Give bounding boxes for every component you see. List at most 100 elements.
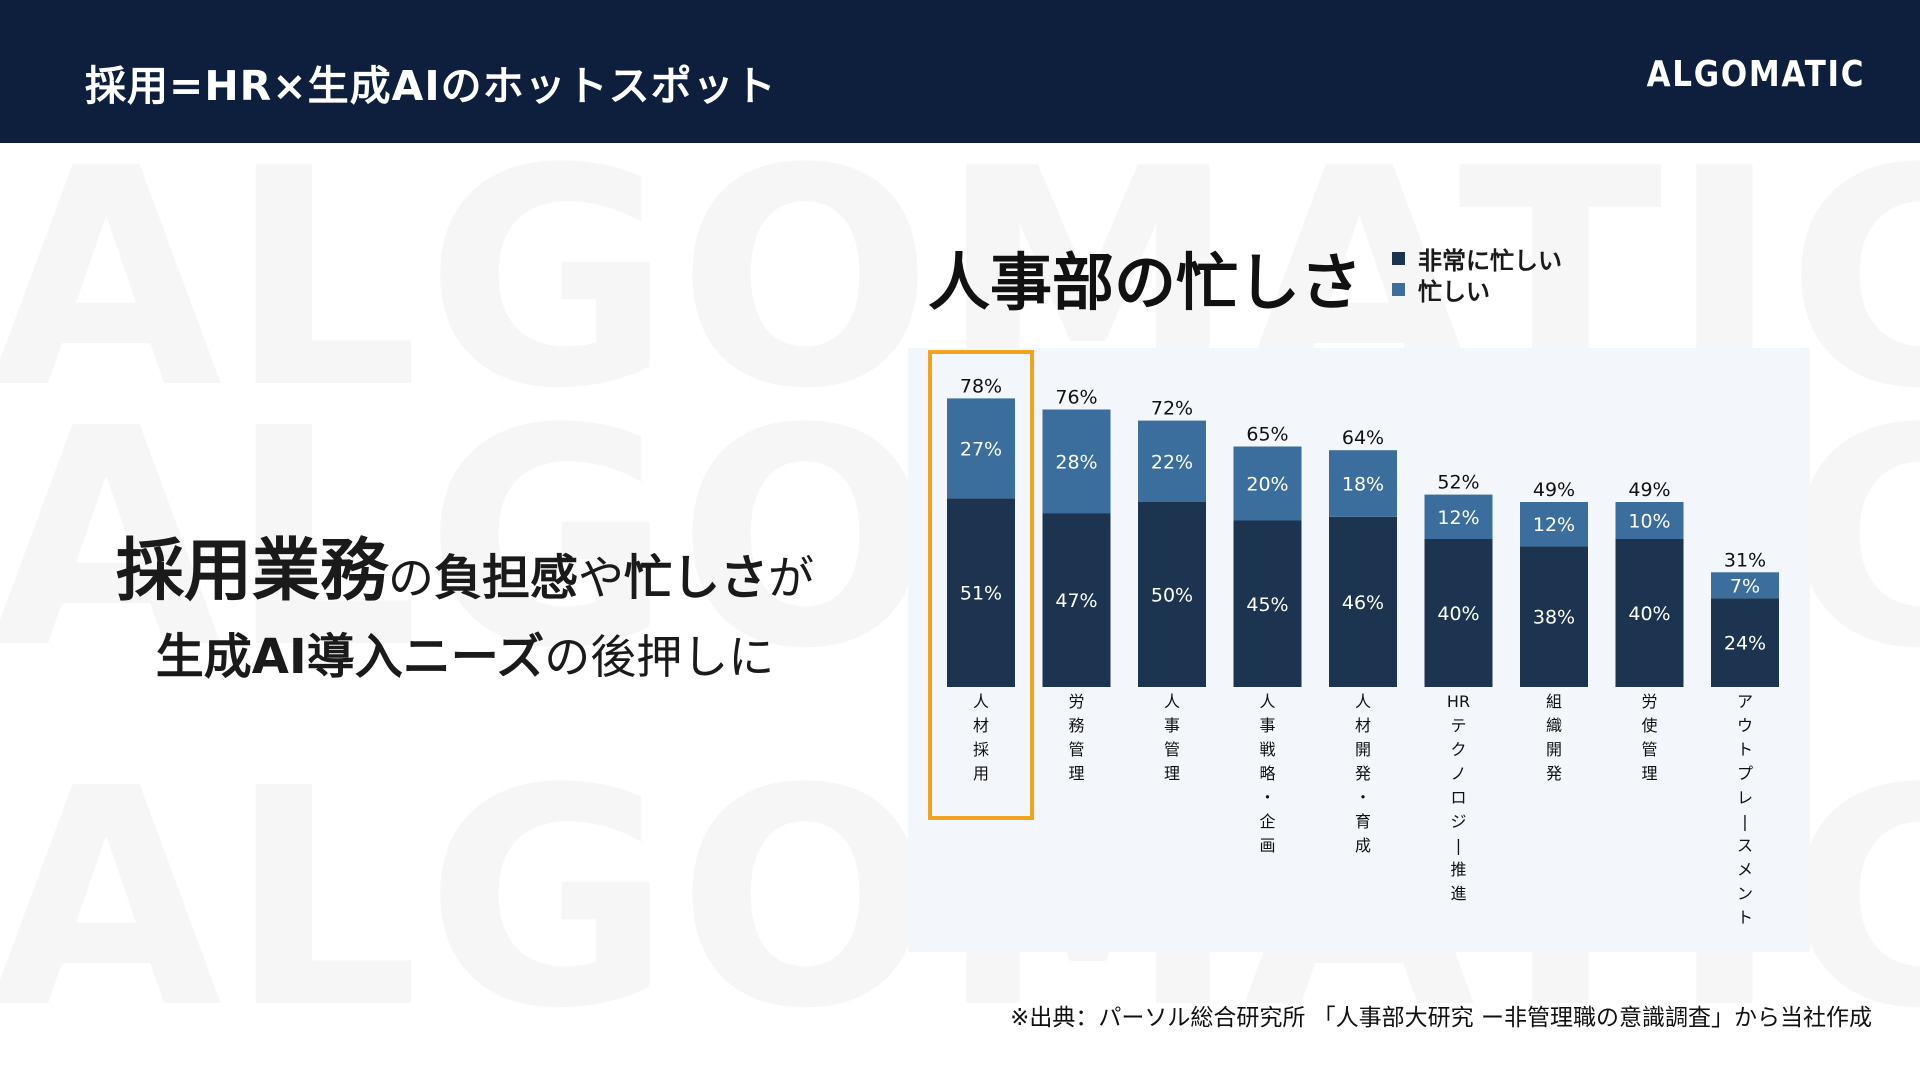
category-label: 労 <box>1641 692 1657 711</box>
bar-busy <box>1520 502 1588 547</box>
data-label-busy: 22% <box>1151 451 1193 473</box>
headline-strong: 採用業務 <box>115 532 388 611</box>
category-label: ン <box>1737 884 1753 903</box>
data-label-busy: 20% <box>1246 474 1288 496</box>
legend-label-busy: 忙しい <box>1418 278 1490 306</box>
bar-very-busy <box>1711 598 1779 687</box>
category-label: テ <box>1450 716 1466 735</box>
data-label-total: 49% <box>1628 479 1670 501</box>
chart-title: 人事部の忙しさ <box>928 246 1363 319</box>
headline-particle: の <box>387 551 434 605</box>
data-label-total: 52% <box>1437 472 1479 494</box>
category-label: 理 <box>1164 764 1180 783</box>
category-label: 管 <box>1641 740 1657 759</box>
category-label: ト <box>1737 740 1753 759</box>
category-label: ウ <box>1737 716 1753 735</box>
data-label-very-busy: 50% <box>1151 585 1193 607</box>
category-label: ロ <box>1450 788 1466 807</box>
bar-busy <box>1424 494 1493 539</box>
category-label: 発 <box>1546 764 1562 783</box>
category-label: ・ <box>1259 788 1275 807</box>
data-label-total: 64% <box>1342 427 1384 449</box>
category-label: 組 <box>1546 692 1562 711</box>
category-label: 発 <box>1355 764 1371 783</box>
bar-very-busy <box>1233 520 1302 687</box>
bar-busy <box>1042 409 1111 514</box>
bar-very-busy <box>1042 513 1111 687</box>
category-label: HR <box>1447 692 1470 711</box>
data-label-very-busy: 47% <box>1055 590 1097 612</box>
chart-legend: 非常に忙しい 忙しい <box>1392 243 1562 306</box>
data-label-busy: 12% <box>1437 507 1479 529</box>
category-label: プ <box>1737 764 1753 783</box>
category-label: 織 <box>1546 716 1562 735</box>
data-label-very-busy: 38% <box>1533 607 1575 629</box>
brand-logo: ALGOMATIC <box>1646 54 1865 95</box>
category-label: 人 <box>973 692 989 711</box>
data-label-very-busy: 51% <box>960 583 1002 605</box>
category-label: 開 <box>1546 740 1562 759</box>
bar-busy <box>1138 420 1206 502</box>
data-label-total: 49% <box>1533 479 1575 501</box>
data-label-very-busy: 45% <box>1246 594 1288 616</box>
legend-label-very-busy: 非常に忙しい <box>1418 247 1562 275</box>
category-label: 事 <box>1164 716 1180 735</box>
category-label: 育 <box>1355 812 1371 831</box>
category-label: ア <box>1737 692 1753 711</box>
bar-very-busy <box>947 498 1015 687</box>
data-label-busy: 28% <box>1055 451 1097 473</box>
category-label: レ <box>1737 788 1753 807</box>
data-label-total: 76% <box>1055 387 1097 409</box>
legend-swatch-busy <box>1392 283 1405 296</box>
legend-swatch-very-busy <box>1392 252 1405 265</box>
category-label: ノ <box>1450 764 1466 783</box>
bar-busy <box>947 398 1015 499</box>
bar-very-busy <box>1329 516 1397 687</box>
category-label: 略 <box>1259 764 1275 783</box>
category-label: 採 <box>973 740 989 759</box>
bar-very-busy <box>1615 539 1684 687</box>
category-label: 人 <box>1355 692 1371 711</box>
category-label: 開 <box>1355 740 1371 759</box>
category-label: 進 <box>1450 884 1466 903</box>
headline-line2-strong: 生成AI導入ニーズ <box>155 629 545 685</box>
bar-very-busy <box>1138 502 1206 687</box>
category-label: 人 <box>1259 692 1275 711</box>
category-label: 画 <box>1259 836 1275 855</box>
category-label: 戦 <box>1259 740 1275 759</box>
category-label: ス <box>1737 836 1753 855</box>
bar-busy <box>1615 502 1684 539</box>
data-label-very-busy: 24% <box>1724 633 1766 655</box>
category-label: 務 <box>1068 716 1084 735</box>
headline-tail: 忙しさ <box>624 550 769 606</box>
category-label: ジ <box>1450 812 1466 831</box>
data-label-very-busy: 46% <box>1342 592 1384 614</box>
category-label: 管 <box>1068 740 1084 759</box>
data-label-total: 65% <box>1246 424 1288 446</box>
category-label: | <box>1456 836 1461 855</box>
data-label-busy: 27% <box>960 438 1002 460</box>
category-label: 推 <box>1450 860 1466 879</box>
category-label: ・ <box>1355 788 1371 807</box>
data-label-very-busy: 40% <box>1628 603 1670 625</box>
bar-very-busy <box>1424 539 1493 687</box>
category-label: 使 <box>1641 716 1657 735</box>
category-label: 材 <box>1355 716 1371 735</box>
category-label: 企 <box>1259 812 1275 831</box>
category-label: 理 <box>1641 764 1657 783</box>
data-label-busy: 18% <box>1342 474 1384 496</box>
category-label: 用 <box>973 764 989 783</box>
category-label: | <box>1742 812 1747 831</box>
category-label: 材 <box>973 716 989 735</box>
data-label-total: 78% <box>960 375 1002 397</box>
legend-item-busy: 忙しい <box>1392 274 1562 306</box>
category-label: 理 <box>1068 764 1084 783</box>
data-label-total: 31% <box>1724 549 1766 571</box>
bar-busy <box>1329 450 1397 517</box>
category-label: ク <box>1450 740 1466 759</box>
data-label-busy: 10% <box>1628 511 1670 533</box>
category-label: 事 <box>1259 716 1275 735</box>
category-label: 管 <box>1164 740 1180 759</box>
header-title: 採用=HR×生成AIのホットスポット <box>85 62 777 110</box>
